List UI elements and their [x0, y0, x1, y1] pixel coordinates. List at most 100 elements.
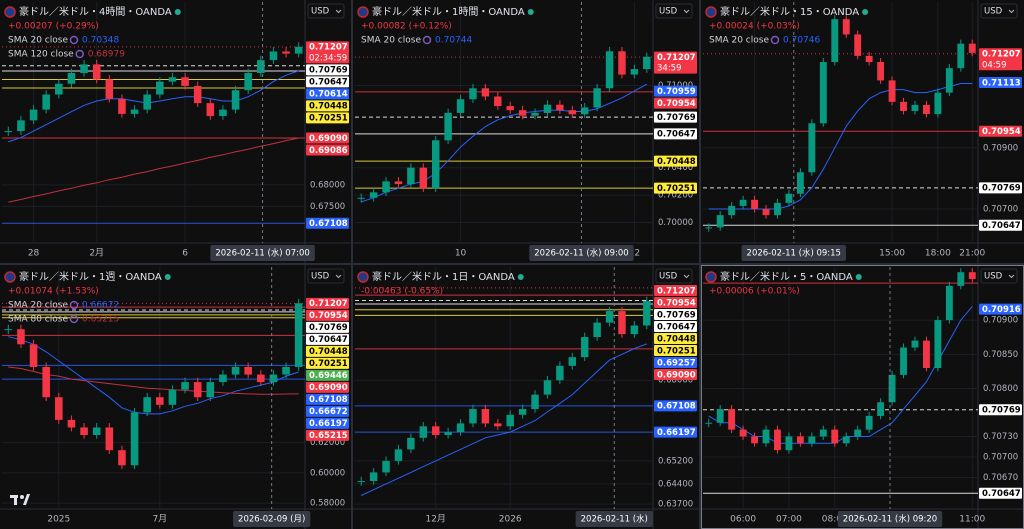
indicator-name: SMA 120 close	[8, 50, 74, 60]
crosshair-time-box	[837, 511, 943, 527]
candle-body	[568, 357, 577, 366]
candle-body	[580, 337, 589, 358]
candle-body	[605, 51, 614, 89]
candle-body	[80, 427, 88, 436]
indicator-settings[interactable]	[422, 35, 432, 45]
indicator-value: 0.66672	[82, 301, 119, 311]
price-label: 0.71207	[657, 286, 696, 296]
candle-body	[80, 64, 88, 74]
price-label-box	[306, 357, 349, 369]
indicator-line	[8, 336, 299, 415]
candle-body	[357, 481, 365, 483]
candle-body	[543, 104, 552, 113]
y-tick-label: 0.63700	[658, 500, 693, 510]
currency-label: USD	[984, 272, 1003, 282]
y-tick-label: 0.70400	[658, 163, 693, 173]
currency-chevron	[335, 274, 342, 279]
candle-body	[774, 429, 781, 451]
candle-body	[469, 88, 477, 100]
y-tick-label: 0.70200	[658, 191, 693, 201]
crosshair-time-label: 2026-02-11 (水) 09:20	[843, 514, 937, 525]
currency-chevron	[683, 9, 690, 14]
price-change: +0.01074 (+1.53%)	[8, 287, 99, 297]
candle-body	[105, 79, 114, 99]
y-tick-label: 0.70900	[983, 143, 1018, 153]
indicator-settings[interactable]	[770, 35, 780, 45]
candle-body	[206, 103, 215, 117]
price-change: -0.00463 (-0.65%)	[361, 287, 443, 297]
candle-body	[55, 83, 63, 95]
crosshair-time-box	[575, 511, 653, 527]
price-label: 0.71207	[309, 43, 348, 53]
currency-chevron	[1008, 274, 1015, 279]
price-label: 0.71113	[982, 78, 1021, 88]
price-label: 0.66672	[309, 407, 348, 417]
currency-button[interactable]	[655, 268, 693, 284]
price-label-box	[979, 487, 1022, 499]
price-label-box	[306, 417, 349, 429]
candle-body	[219, 109, 227, 117]
crosshair-time-label: 2026-02-11 (水)	[581, 514, 648, 525]
candle-body	[865, 415, 873, 430]
candle-body	[643, 56, 651, 70]
currency-chevron	[683, 274, 690, 279]
price-label: 0.70769	[657, 310, 696, 320]
y-tick-label: 0.70670	[983, 473, 1018, 483]
market-status	[855, 274, 862, 280]
price-label-box	[654, 357, 697, 368]
candle-body	[42, 94, 50, 110]
currency-button[interactable]	[980, 268, 1018, 284]
candle-body	[957, 272, 965, 286]
candle-body	[854, 429, 862, 437]
price-label-box	[654, 400, 697, 412]
candle-body	[728, 205, 736, 216]
price-label-box	[654, 97, 697, 109]
indicator-settings[interactable]	[69, 300, 79, 310]
price-label-box	[306, 217, 349, 229]
chart-panel: 0.709000.7070006:0015:0018:0021:002026-0…	[701, 0, 1024, 263]
candle-body	[716, 215, 724, 228]
y-tick-label: 0.70700	[983, 205, 1018, 215]
price-label-box	[979, 219, 1022, 231]
price-label: 0.69090	[657, 370, 696, 380]
candle-body	[143, 94, 151, 110]
currency-button[interactable]	[307, 268, 345, 284]
currency-label: USD	[659, 7, 678, 17]
price-label-box	[654, 128, 697, 140]
price-label: 0.70954	[982, 127, 1021, 137]
y-tick-label: 0.70900	[983, 316, 1018, 326]
currency-button[interactable]	[307, 3, 345, 19]
price-label-box	[306, 321, 349, 333]
indicator-settings[interactable]	[75, 49, 84, 59]
candle-body	[369, 472, 378, 482]
candle-body	[819, 62, 827, 124]
plot-area	[703, 2, 978, 243]
price-label-box	[306, 297, 349, 309]
candle-body	[130, 109, 139, 114]
price-label-box	[306, 345, 349, 357]
candle-body	[105, 427, 114, 451]
indicator-value: 0.70746	[783, 36, 820, 46]
indicator-settings[interactable]	[69, 314, 79, 324]
indicator-settings[interactable]	[69, 35, 79, 45]
candle-body	[481, 88, 490, 97]
candle-body	[543, 380, 552, 395]
candle-body	[518, 409, 527, 415]
chart-title: 豪ドル／米ドル・1時間・OANDA	[372, 5, 525, 18]
price-label-box	[306, 100, 349, 112]
candle-body	[518, 110, 527, 116]
price-label: 0.70614	[309, 90, 348, 100]
candle-body	[494, 423, 502, 427]
candle-body	[934, 92, 942, 115]
candle-body	[231, 90, 240, 110]
indicator-name: SMA 20 close	[8, 301, 68, 311]
currency-button[interactable]	[655, 3, 693, 19]
price-label: 0.70448	[657, 157, 696, 167]
price-label-box	[306, 144, 349, 156]
price-label-box	[654, 333, 697, 344]
currency-button[interactable]	[980, 3, 1018, 19]
price-label: 0.70647	[657, 130, 696, 140]
candle-body	[556, 365, 564, 381]
crosshair-time-box	[233, 511, 311, 527]
